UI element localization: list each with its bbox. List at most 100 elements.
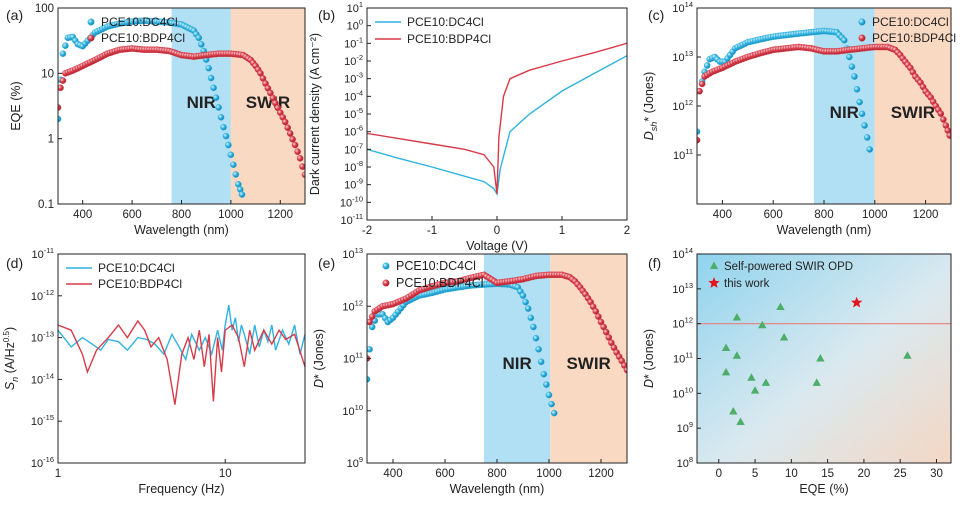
tick-exponent: 11 xyxy=(685,351,693,360)
tick-base: 10 xyxy=(344,127,356,139)
tick-base: 10 xyxy=(672,284,684,296)
tick-base: 10 xyxy=(344,56,356,68)
tick-base: 10 xyxy=(347,458,359,470)
data-point xyxy=(530,323,537,331)
y-tick-label: 1012 xyxy=(672,316,693,331)
tick-exponent: 11 xyxy=(685,147,693,156)
tick-exponent: -9 xyxy=(356,177,363,186)
y-tick-label: 109 xyxy=(347,455,363,470)
x-tick-label: 1200 xyxy=(268,209,294,221)
y-tick-label: 10-10 xyxy=(340,194,363,209)
y-axis-label: Sn (A/Hz0.5) xyxy=(2,327,20,390)
x-tick-label: 30 xyxy=(930,468,943,480)
y-tick-label: 10-1 xyxy=(344,35,363,50)
y-label-text: EQE (%) xyxy=(9,81,23,130)
y-tick-label: 1011 xyxy=(673,351,693,366)
data-point xyxy=(758,320,767,329)
tick-exponent: -12 xyxy=(43,288,54,297)
data-point xyxy=(212,94,220,101)
tick-exponent: 9 xyxy=(359,455,363,464)
tick-base: 10 xyxy=(672,319,684,331)
tick-base: 10 xyxy=(344,38,356,50)
data-point xyxy=(747,373,756,381)
data-point xyxy=(776,302,785,311)
data-point xyxy=(540,370,548,378)
data-point xyxy=(532,334,540,342)
data-point xyxy=(296,154,304,162)
data-point xyxy=(367,318,373,326)
y-tick-label: 1013 xyxy=(672,49,693,64)
y-tick-label: 10-11 xyxy=(31,246,54,261)
legend-label: PCE10:BDP4Cl xyxy=(872,31,956,45)
data-point xyxy=(291,141,299,149)
legend-label: PCE10:DC4Cl xyxy=(396,259,476,273)
tick-base: 10 xyxy=(677,423,689,435)
y-label-superscript: 0.5 xyxy=(2,330,11,342)
x-tick-label: 800 xyxy=(172,209,191,221)
tick-exponent: -16 xyxy=(43,455,54,464)
legend-label: PCE10:DC4Cl xyxy=(98,261,175,275)
y-axis-label: Dark current density (A cm⁻²) xyxy=(308,33,322,195)
tick-exponent: 11 xyxy=(355,351,363,360)
y-tick-label: 1 xyxy=(48,134,54,146)
tick-exponent: -4 xyxy=(356,88,363,97)
tick-exponent: -1 xyxy=(356,35,363,44)
data-point xyxy=(62,42,69,50)
data-point xyxy=(937,110,945,117)
data-point xyxy=(946,132,951,139)
data-point xyxy=(537,358,545,366)
tick-exponent: 12 xyxy=(685,98,693,107)
legend-label: PCE10:BDP4Cl xyxy=(98,277,182,291)
data-point xyxy=(367,376,371,383)
data-point xyxy=(535,345,542,353)
data-point xyxy=(861,122,868,129)
data-point xyxy=(299,163,305,170)
legend-marker xyxy=(87,34,95,42)
data-point xyxy=(697,87,703,95)
x-tick-label: 25 xyxy=(894,468,907,480)
band-label-swir: SWIR xyxy=(246,93,290,112)
tick-base: 10 xyxy=(342,301,354,313)
x-tick-label: -2 xyxy=(362,225,372,237)
data-point xyxy=(729,407,738,415)
tick-exponent: 0 xyxy=(359,18,363,27)
y-label-symbol: D xyxy=(642,379,656,388)
data-point xyxy=(210,84,217,92)
tick-exponent: -6 xyxy=(356,124,363,133)
data-point xyxy=(519,292,527,299)
x-tick-label: 600 xyxy=(123,209,142,221)
y-label-text: Dark current density (A cm⁻²) xyxy=(308,33,322,195)
data-point xyxy=(367,346,373,353)
legend-label: PCE10:BDP4Cl xyxy=(396,276,484,290)
tick-exponent: -10 xyxy=(352,194,363,203)
data-point xyxy=(940,116,947,123)
tick-base: 10 xyxy=(31,458,43,470)
x-axis-label: Voltage (V) xyxy=(466,239,528,253)
tick-base: 10 xyxy=(31,416,43,428)
data-point xyxy=(230,161,237,168)
plot-area-d xyxy=(58,304,305,405)
band-swir xyxy=(550,254,627,463)
tick-exponent: -15 xyxy=(43,413,54,422)
x-tick-label: 1 xyxy=(559,225,565,237)
tick-exponent: -2 xyxy=(356,53,363,62)
tick-exponent: 9 xyxy=(689,420,693,429)
tick-base: 10 xyxy=(672,52,684,64)
band-label-swir: SWIR xyxy=(891,103,935,122)
plot-area-a xyxy=(58,17,305,198)
data-point xyxy=(368,313,376,320)
data-point xyxy=(750,386,760,394)
tick-exponent: -8 xyxy=(356,159,363,168)
y-tick-label: 0.1 xyxy=(38,199,54,211)
data-point xyxy=(543,381,550,388)
y-tick-label: 1011 xyxy=(343,351,363,366)
y-tick-label: 1014 xyxy=(672,0,693,15)
tick-exponent: 8 xyxy=(689,455,693,464)
y-axis-label: D* (Jones) xyxy=(312,329,326,388)
tick-base: 10 xyxy=(31,291,43,303)
y-tick-label: 10-6 xyxy=(344,124,363,139)
data-point xyxy=(294,148,301,155)
tick-exponent: -5 xyxy=(356,106,363,115)
legend-label: this work xyxy=(724,278,770,290)
data-point xyxy=(284,124,292,131)
